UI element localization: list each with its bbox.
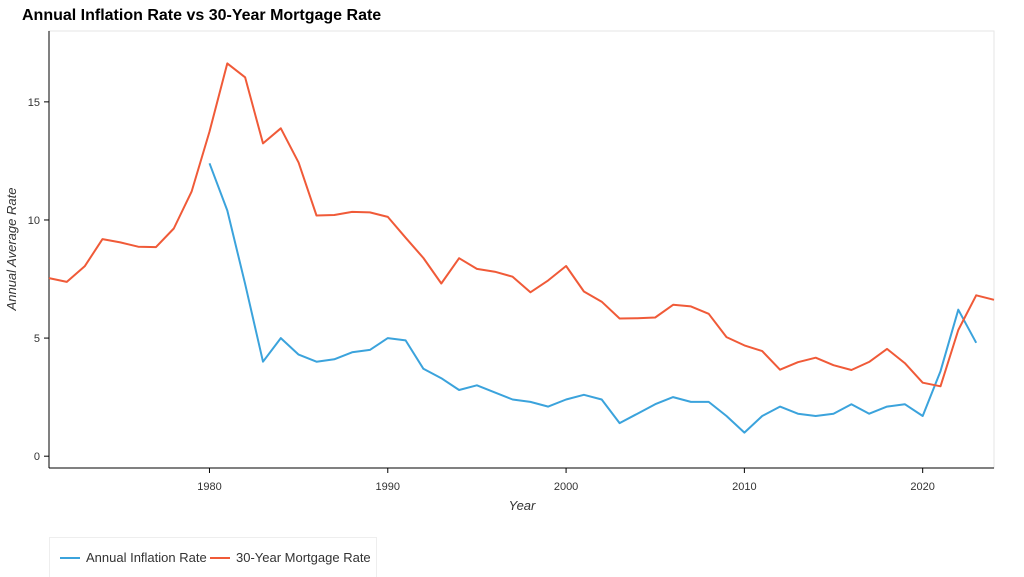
legend-label-inflation: Annual Inflation Rate	[86, 550, 207, 565]
x-tick-label: 1990	[376, 481, 400, 493]
legend-item-mortgage: 30-Year Mortgage Rate	[210, 550, 371, 565]
y-tick-label: 5	[34, 333, 40, 345]
x-ticks: 1980 1990 2000 2010 2020	[197, 468, 935, 493]
y-tick-label: 0	[34, 451, 40, 463]
inflation-rate-line	[208, 162, 978, 434]
legend-item-inflation: Annual Inflation Rate	[60, 550, 207, 565]
chart-title: Annual Inflation Rate vs 30-Year Mortgag…	[22, 7, 382, 24]
legend-swatch-inflation	[60, 556, 80, 559]
series-layer	[48, 62, 995, 434]
legend-swatch-mortgage	[210, 556, 230, 559]
y-tick-label: 10	[28, 215, 40, 227]
x-tick-label: 2010	[732, 481, 756, 493]
x-tick-label: 2000	[554, 481, 578, 493]
legend: Annual Inflation Rate 30-Year Mortgage R…	[49, 537, 377, 577]
y-axis-label: Annual Average Rate	[4, 188, 19, 312]
y-tick-label: 15	[28, 97, 40, 109]
mortgage-rate-line	[48, 62, 995, 388]
x-axis-label: Year	[509, 498, 536, 513]
plot-frame	[48, 30, 995, 469]
x-tick-label: 2020	[910, 481, 934, 493]
x-tick-label: 1980	[197, 481, 221, 493]
legend-label-mortgage: 30-Year Mortgage Rate	[236, 550, 371, 565]
y-ticks: 0 5 10 15	[28, 97, 49, 463]
